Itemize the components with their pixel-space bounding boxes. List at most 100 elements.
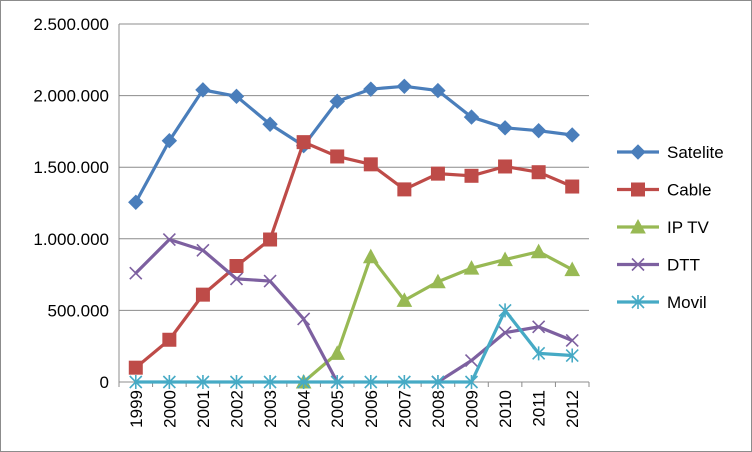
data-point-dtt [162, 232, 176, 247]
data-point-satelite [161, 133, 178, 149]
series-layer [128, 78, 581, 389]
legend-label-movil: Movil [667, 293, 707, 312]
data-point-ip-tv [396, 292, 413, 307]
legend-marker-satelite [630, 144, 646, 160]
data-point-ip-tv [362, 248, 379, 264]
data-point-cable [531, 165, 546, 180]
data-point-cable [195, 287, 210, 302]
x-tick-label: 2006 [362, 390, 381, 428]
x-tick-label: 2004 [295, 390, 314, 428]
data-point-satelite [363, 81, 379, 97]
data-point-movil [431, 375, 445, 389]
data-point-cable [296, 135, 311, 150]
data-point-movil [196, 375, 210, 389]
data-point-movil [162, 375, 176, 389]
data-point-dtt [297, 312, 311, 326]
data-point-cable [397, 182, 412, 197]
data-point-movil [464, 375, 479, 389]
data-point-movil [498, 303, 512, 318]
x-tick-label: 2007 [395, 390, 414, 428]
data-point-movil [397, 375, 411, 389]
data-point-cable [162, 332, 177, 347]
data-point-dtt [129, 266, 143, 280]
x-tick-label: 1999 [127, 390, 146, 428]
y-tick-label: 1.000.000 [33, 230, 109, 249]
data-point-ip-tv [530, 243, 547, 259]
data-point-dtt [532, 320, 546, 334]
data-point-ip-tv [463, 260, 480, 275]
data-point-movil [532, 346, 546, 361]
legend-item-dtt: DTT [617, 256, 700, 275]
x-tick-label: 2002 [228, 390, 247, 428]
legend: Satelite Cable IP TV DTT Movil [617, 143, 724, 312]
series-line-movil [135, 308, 573, 384]
legend-marker-dtt [631, 257, 645, 272]
legend-marker-movil [631, 295, 645, 309]
data-point-movil [263, 375, 277, 389]
data-point-satelite [228, 88, 245, 105]
legend-label-dtt: DTT [667, 256, 700, 275]
data-point-cable [330, 149, 345, 164]
y-tick-label: 2.000.000 [33, 87, 109, 106]
data-point-cable [565, 179, 580, 194]
legend-label-ip-tv: IP TV [667, 218, 710, 237]
data-point-cable [464, 168, 479, 183]
x-tick-label: 2008 [429, 390, 448, 428]
series-cable [128, 135, 580, 375]
data-point-ip-tv [564, 261, 581, 277]
legend-item-movil: Movil [617, 293, 707, 312]
data-point-satelite [430, 82, 446, 99]
data-point-satelite [329, 93, 345, 110]
data-point-ip-tv [329, 345, 346, 360]
data-point-dtt [196, 243, 210, 257]
series-ip-tv [295, 243, 581, 389]
x-tick-label: 2005 [328, 390, 347, 428]
legend-marker-ip-tv [630, 218, 646, 234]
y-tick-label: 2.500.000 [33, 15, 109, 34]
data-point-dtt [229, 272, 244, 286]
y-tick-label: 0 [100, 373, 109, 392]
y-tick-label: 1.500.000 [33, 158, 109, 177]
x-tick-label: 2012 [563, 390, 582, 428]
legend-item-cable: Cable [617, 181, 711, 200]
legend-item-ip-tv: IP TV [617, 218, 710, 237]
data-point-movil [297, 375, 311, 389]
data-point-movil [565, 348, 579, 363]
legend-label-satelite: Satelite [667, 143, 724, 162]
data-point-satelite [564, 127, 580, 143]
series-line-ip-tv [302, 250, 573, 384]
y-tick-label: 500.000 [48, 301, 109, 320]
legend-item-satelite: Satelite [617, 143, 724, 162]
series-line-satelite [134, 84, 573, 204]
data-point-movil [364, 375, 378, 389]
data-point-ip-tv [497, 251, 513, 267]
data-point-dtt [464, 353, 479, 368]
x-tick-label: 2011 [530, 390, 549, 427]
data-point-dtt [498, 326, 512, 340]
x-tick-label: 2000 [160, 390, 179, 428]
legend-marker-cable [631, 182, 645, 197]
data-point-dtt [565, 333, 579, 348]
legend-label-cable: Cable [667, 181, 711, 200]
data-point-satelite [497, 120, 513, 136]
x-tick-label: 2003 [261, 390, 280, 428]
series-satelite [128, 78, 580, 210]
data-point-movil [330, 375, 344, 389]
series-movil [129, 303, 579, 389]
data-point-dtt [263, 274, 277, 288]
data-point-cable [363, 157, 378, 172]
data-point-cable [498, 159, 513, 174]
data-point-satelite [128, 194, 144, 210]
data-point-satelite [530, 122, 547, 139]
x-tick-label: 2001 [194, 390, 213, 428]
data-point-movil [229, 375, 244, 389]
data-point-cable [128, 360, 143, 375]
data-point-satelite [262, 116, 278, 132]
data-point-satelite [463, 109, 480, 125]
data-point-satelite [396, 78, 413, 94]
data-point-movil [129, 375, 143, 389]
data-point-cable [263, 232, 278, 247]
data-point-cable [430, 166, 445, 181]
